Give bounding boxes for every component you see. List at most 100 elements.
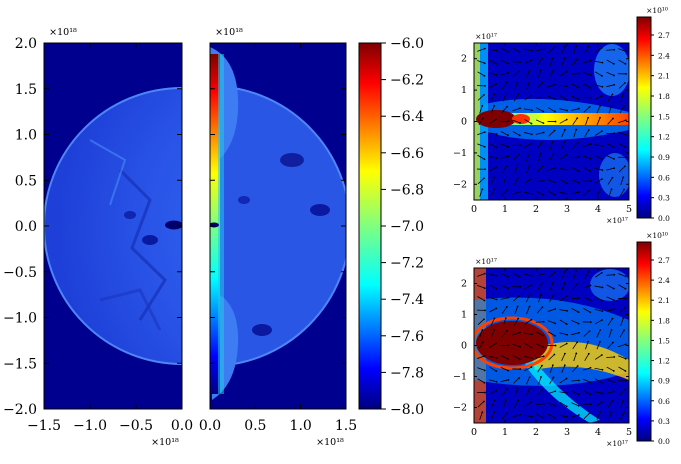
velocity-arrow-head [613, 356, 615, 358]
velocity-arrow-head [566, 323, 568, 325]
colorbar-tick-label: −7.2 [390, 256, 424, 272]
velocity-arrow [536, 97, 544, 98]
velocity-arrow-head [578, 98, 580, 100]
colorbar-tick-label: 1.2 [658, 133, 670, 142]
colorbar-tick-label: −7.0 [390, 219, 424, 235]
velocity-arrow-head [601, 401, 603, 403]
velocity-arrow-head [531, 366, 533, 368]
y-tick-label: 1.5 [15, 82, 37, 98]
colorbar-tick-label: 1.8 [658, 92, 670, 101]
velocity-arrow-head [613, 299, 615, 301]
y-tick-label: −2 [453, 179, 467, 190]
colorbar-tick-label: −6.6 [390, 146, 424, 162]
velocity-arrow-head [578, 332, 580, 334]
velocity-arrow-head [542, 194, 544, 196]
velocity-arrow-head [507, 134, 509, 136]
velocity-arrow-head [566, 334, 568, 336]
x-exponent: ×10¹⁸ [151, 437, 179, 448]
x-tick-label: 4 [595, 427, 601, 438]
velocity-arrow-head [541, 365, 543, 367]
x-tick-label: −1.5 [27, 418, 61, 434]
velocity-arrow-head [552, 282, 554, 284]
velocity-arrow-head [531, 357, 533, 359]
velocity-arrow-head [622, 176, 624, 178]
velocity-arrow-head [531, 334, 533, 336]
velocity-arrow-head [530, 95, 532, 97]
velocity-arrow-head [554, 417, 556, 419]
velocity-arrow-head [483, 94, 485, 96]
velocity-arrow-head [625, 380, 627, 382]
velocity-arrow-head [578, 73, 580, 75]
velocity-arrow-head [484, 158, 486, 160]
velocity-arrow-head [531, 142, 533, 144]
velocity-arrow-head [529, 69, 531, 71]
x-tick-label: 4 [595, 204, 601, 215]
velocity-arrow-head [554, 98, 556, 100]
velocity-arrow-head [506, 330, 508, 332]
velocity-arrow-head [496, 275, 498, 277]
velocity-arrow-head [507, 370, 509, 372]
velocity-arrow-head [601, 310, 603, 312]
velocity-arrow-head [540, 153, 542, 155]
top-colorbar [637, 17, 651, 218]
velocity-arrow-head [566, 154, 568, 156]
velocity-arrow-head [576, 341, 578, 343]
velocity-arrow-head [495, 83, 497, 85]
colorbar-tick-label: 2.1 [658, 72, 670, 81]
velocity-arrow-head [484, 131, 486, 133]
velocity-arrow-head [495, 342, 497, 344]
velocity-arrow-head [482, 117, 484, 119]
velocity-arrow-head [543, 355, 545, 357]
velocity-arrow-head [625, 276, 627, 278]
velocity-arrow-head [507, 379, 509, 381]
velocity-arrow-head [589, 311, 591, 313]
velocity-arrow-head [625, 288, 627, 290]
velocity-arrow-head [495, 307, 497, 309]
velocity-arrow-head [519, 61, 521, 63]
velocity-arrow-head [564, 282, 566, 284]
velocity-arrow-head [484, 146, 486, 148]
x-tick-label: 0 [471, 204, 477, 215]
velocity-arrow-head [507, 276, 509, 278]
velocity-arrow-head [625, 298, 627, 300]
velocity-arrow-head [599, 105, 601, 107]
velocity-arrow-head [625, 343, 627, 345]
velocity-arrow [571, 298, 579, 299]
x-tick-label: 2 [533, 427, 539, 438]
y-tick-label: 0.0 [15, 219, 37, 235]
velocity-arrow-head [483, 401, 485, 403]
velocity-arrow-head [482, 341, 484, 343]
y-tick-label: 0.5 [15, 173, 37, 189]
velocity-arrow-head [542, 82, 544, 84]
velocity-arrow-head [493, 105, 495, 107]
velocity-arrow-head [566, 86, 568, 88]
velocity-arrow-head [623, 189, 625, 191]
velocity-arrow-head [531, 123, 533, 125]
velocity-arrow-head [517, 177, 519, 179]
velocity-arrow-head [543, 48, 545, 50]
colorbar-tick-label: −8.0 [390, 402, 424, 418]
velocity-arrow-head [599, 341, 601, 343]
velocity-arrow-head [611, 188, 613, 190]
x-tick-label: 0 [471, 427, 477, 438]
y-exponent: ×10¹⁷ [475, 257, 497, 266]
velocity-arrow-head [517, 93, 519, 95]
velocity-arrow-head [529, 294, 531, 296]
velocity-arrow-head [519, 135, 521, 137]
velocity-arrow-head [553, 294, 555, 296]
velocity-arrow-head [599, 117, 601, 119]
velocity-arrow-head [564, 57, 566, 59]
velocity-arrow-head [508, 297, 510, 299]
velocity-arrow-head [578, 394, 580, 396]
velocity-arrow-head [505, 93, 507, 95]
colorbar-tick-label: 0.0 [658, 214, 670, 223]
x-tick-label: 3 [564, 204, 570, 215]
velocity-arrow-head [543, 180, 545, 182]
velocity-arrow-head [553, 130, 555, 132]
velocity-arrow-head [590, 381, 592, 383]
velocity-arrow-head [589, 106, 591, 108]
y-tick-label: −1.0 [3, 311, 37, 327]
velocity-arrow-head [519, 191, 521, 193]
x-tick-label: 0.0 [171, 418, 193, 434]
velocity-arrow-head [601, 95, 603, 97]
